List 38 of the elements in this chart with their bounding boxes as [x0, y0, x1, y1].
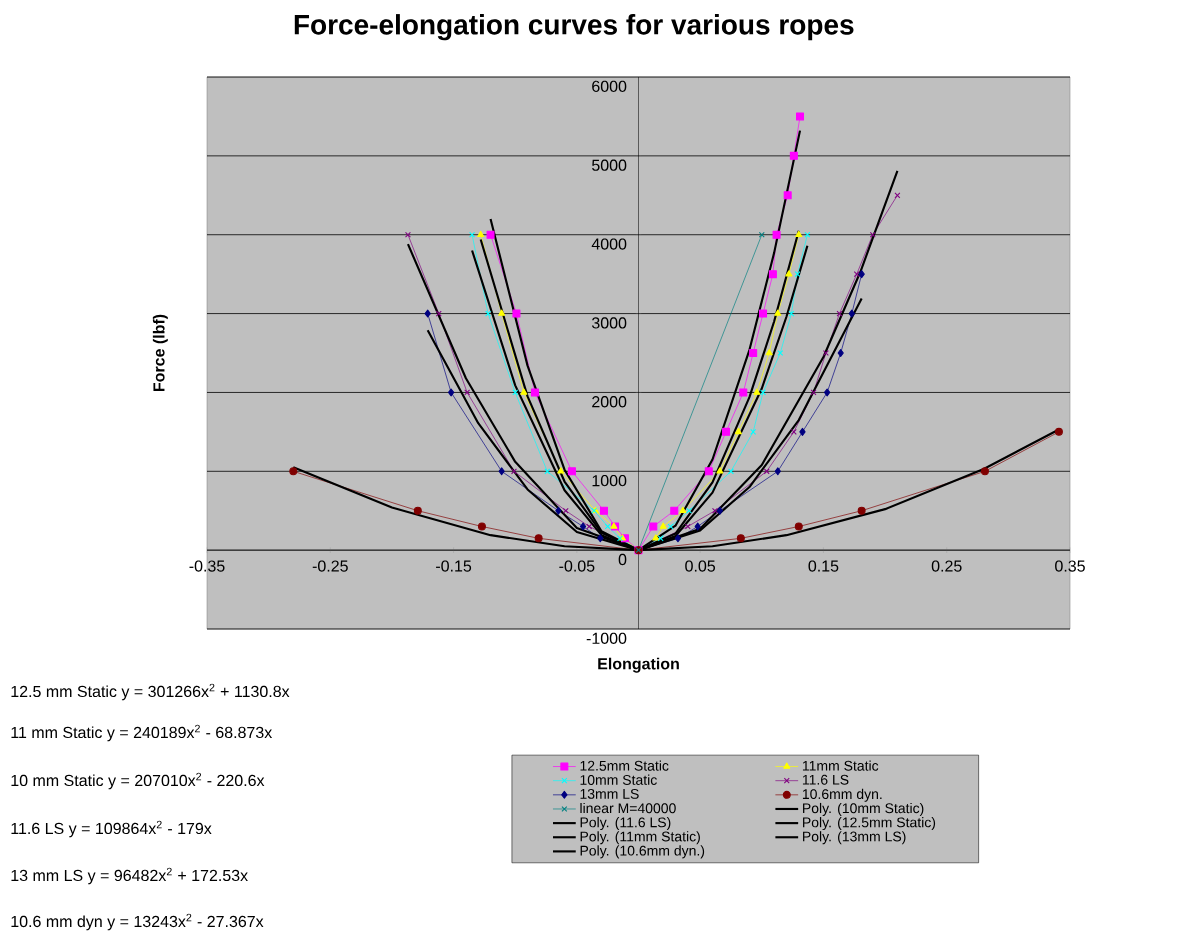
y-tick-label: 5000	[592, 159, 627, 171]
y-axis-title: Force (lbf)	[152, 314, 168, 392]
legend-label: 12.5mm Static	[580, 760, 669, 771]
text: 10.6 mm dyn y = 13243x$^{2}$ - 27.367x	[11, 913, 264, 931]
y-tick-label: 0	[618, 553, 627, 566]
legend-label: 13mm LS	[580, 788, 639, 799]
x-tick-label: -0.15	[436, 560, 472, 572]
text: 10 mm Static y = 207010x$^{2}$ - 220.6x	[11, 772, 265, 790]
legend-label: 11.6 LS	[802, 774, 849, 785]
legend-label: 10mm Static	[580, 774, 657, 785]
text: 12.5 mm Static y = 301266x$^{2}$ + 1130.8x	[11, 683, 290, 701]
y-tick-label: -1000	[586, 632, 627, 644]
legend-label: Poly. (12.5mm Static)	[803, 817, 936, 831]
legend-label: linear M=40000	[580, 802, 676, 814]
x-tick-label: -0.05	[559, 560, 595, 572]
text: 13 mm LS y = 96482x$^{2}$ + 172.53x	[11, 867, 248, 885]
y-tick-label: 3000	[591, 317, 627, 329]
x-tick-label: -0.25	[312, 560, 348, 572]
legend-label: Poly. (13mm LS)	[803, 831, 906, 845]
x-axis-title: Elongation	[598, 657, 679, 673]
y-tick-label: 4000	[591, 238, 627, 250]
chart-title: Force-elongation curves for various ropes	[294, 14, 854, 41]
y-tick-label: 1000	[592, 474, 627, 487]
legend-label: Poly. (10.6mm dyn.)	[580, 845, 705, 859]
x-tick-label: 0.35	[1055, 560, 1085, 572]
x-tick-label: 0.05	[685, 560, 716, 572]
legend-label: 10.6mm dyn.	[802, 788, 882, 802]
x-tick-label: 0.15	[808, 560, 839, 572]
legend-label: Poly. (11mm Static)	[580, 831, 700, 845]
x-tick-label: 0.25	[931, 560, 962, 572]
text: 11 mm Static y = 240189x$^{2}$ - 68.873x	[11, 724, 273, 742]
y-tick-label: 6000	[592, 80, 627, 92]
legend-label: 11mm Static	[802, 760, 879, 771]
x-tick-label: -0.35	[189, 560, 225, 572]
legend-label: Poly. (11.6 LS)	[580, 817, 671, 831]
legend-label: Poly. (10mm Static)	[803, 802, 924, 816]
text: 11.6 LS y = 109864x$^{2}$ - 179x	[11, 820, 212, 838]
y-tick-label: 2000	[592, 396, 627, 408]
